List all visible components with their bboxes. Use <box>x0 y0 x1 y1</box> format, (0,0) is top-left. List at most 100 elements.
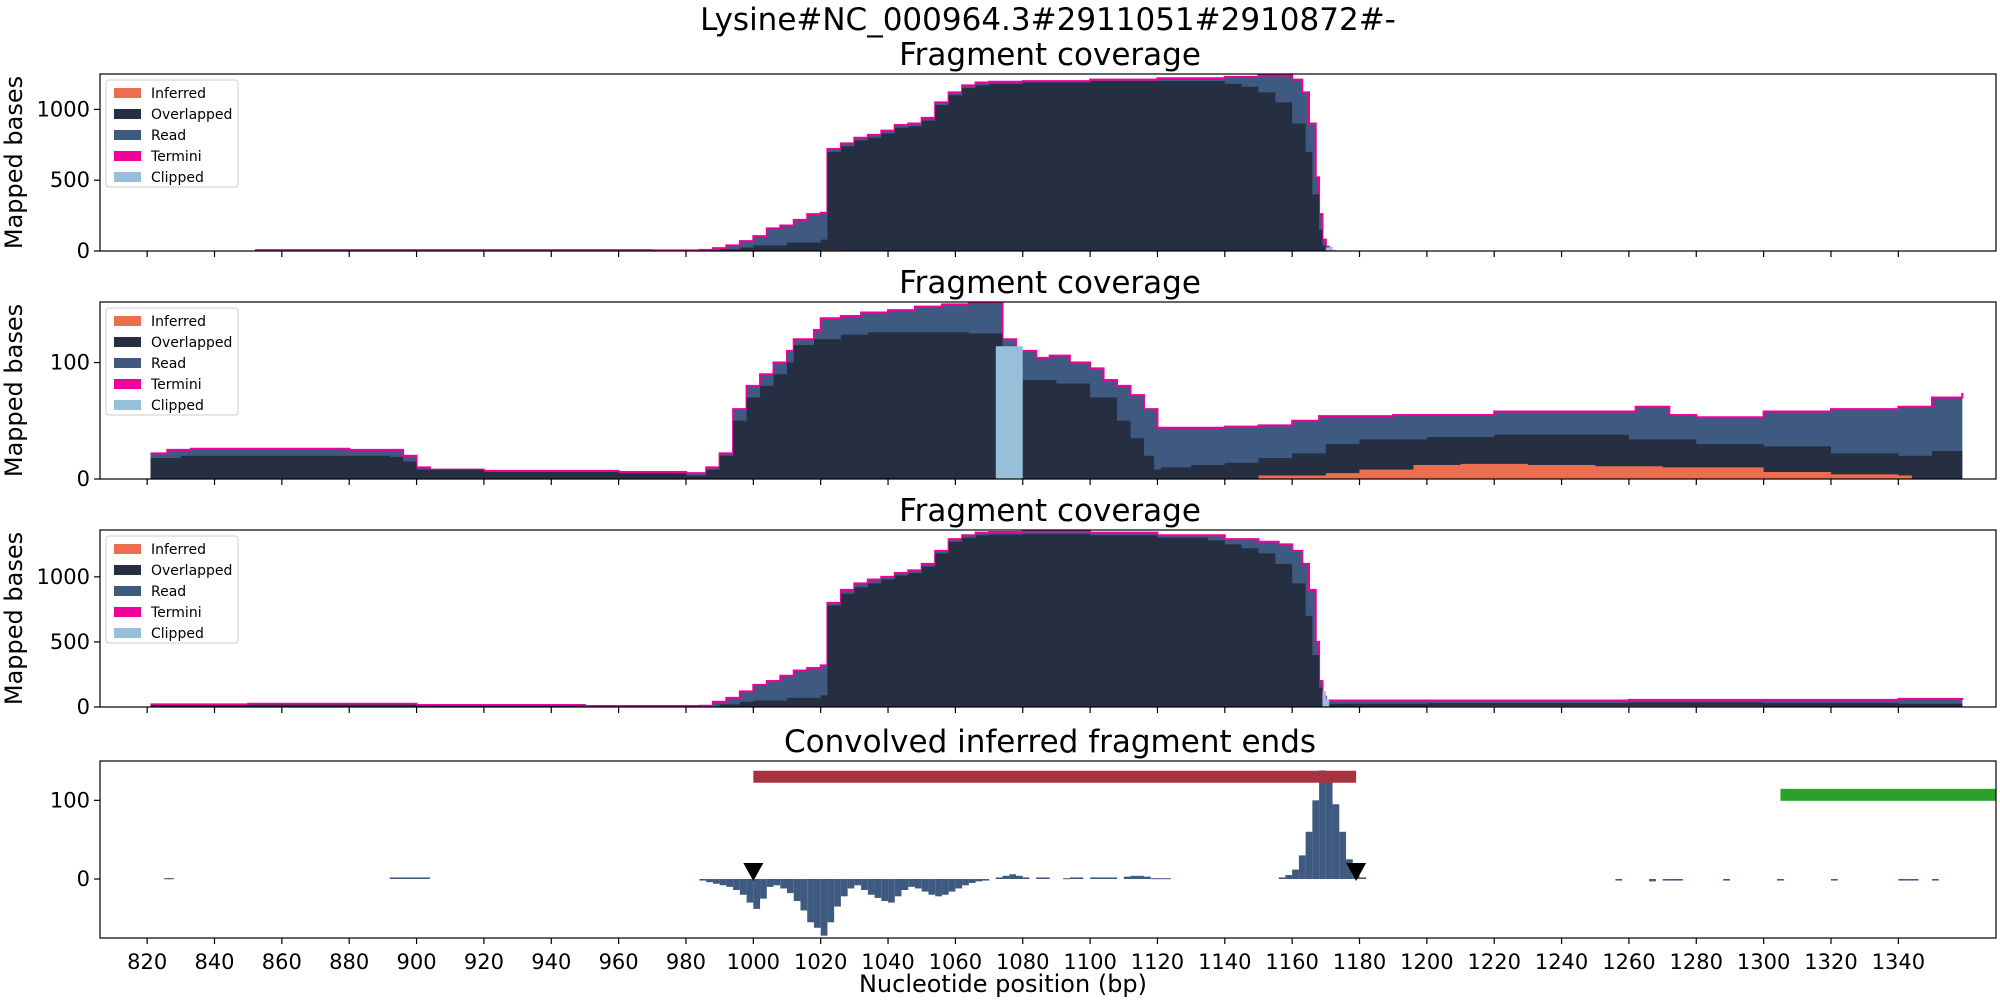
legend-swatch-clipped <box>114 628 141 638</box>
axes-frame <box>99 73 1997 252</box>
bar-mark <box>403 877 410 879</box>
x-tick-label: 1340 <box>1872 950 1925 974</box>
bar-mark <box>1096 877 1104 879</box>
bar-mark <box>1615 879 1623 881</box>
x-tick-label: 880 <box>329 950 369 974</box>
bar-mark <box>1137 875 1144 879</box>
bar-mark <box>928 879 936 895</box>
bar-mark <box>1332 804 1340 879</box>
bar-mark <box>941 879 949 895</box>
x-tick-label: 1120 <box>1131 950 1184 974</box>
end-marker <box>1346 863 1367 881</box>
bar-mark <box>1649 879 1656 882</box>
series-termini <box>254 74 1331 251</box>
bar-mark <box>921 879 929 892</box>
bar-mark <box>773 879 781 886</box>
y-tick-label: 500 <box>50 630 90 654</box>
bar-mark <box>409 877 417 879</box>
series-overlapped <box>150 332 1963 479</box>
x-tick-label: 1020 <box>794 950 847 974</box>
red-interval-bar <box>753 770 1357 783</box>
bar-mark <box>1036 877 1043 879</box>
bar-mark <box>1662 879 1670 881</box>
bar-mark <box>827 879 835 923</box>
legend-swatch-inferred <box>114 544 141 554</box>
bar-mark <box>760 879 767 899</box>
axes-frame <box>99 760 1997 939</box>
y-tick-label: 0 <box>77 867 90 891</box>
bar-mark <box>995 877 1003 879</box>
plot-area <box>254 74 1336 251</box>
x-tick-label: 1060 <box>929 950 982 974</box>
bar-mark <box>699 879 707 881</box>
axes-frame <box>99 301 1997 480</box>
bar-mark <box>1016 875 1023 879</box>
panel-title: Fragment coverage <box>899 265 1201 301</box>
series-clipped <box>1322 246 1336 251</box>
bar-mark <box>968 879 976 883</box>
legend-label-read: Read <box>151 128 186 144</box>
y-tick-label: 100 <box>50 788 90 812</box>
plot-area <box>150 302 1964 479</box>
series-overlapped <box>150 533 1963 707</box>
legend-label-termini: Termini <box>150 149 202 165</box>
bar-mark <box>935 879 942 897</box>
y-axis-label: Mapped bases <box>0 532 28 705</box>
y-tick-label: 500 <box>50 168 90 192</box>
legend-swatch-termini <box>114 379 141 389</box>
plot-area <box>163 770 1996 936</box>
bar-mark <box>1042 877 1050 879</box>
y-tick-label: 0 <box>77 239 90 263</box>
legend-label-termini: Termini <box>150 377 202 393</box>
bar-mark <box>901 879 909 891</box>
x-tick-label: 960 <box>599 950 639 974</box>
bar-mark <box>1359 877 1367 879</box>
bar-mark <box>874 879 882 898</box>
bar-mark <box>888 879 895 903</box>
axes-frame <box>99 529 1997 708</box>
bar-mark <box>1911 879 1919 881</box>
legend-swatch-read <box>114 358 141 368</box>
bar-mark <box>982 879 990 881</box>
x-tick-label: 920 <box>464 950 504 974</box>
bar-mark <box>1319 770 1326 879</box>
bar-mark <box>1069 877 1077 879</box>
bar-mark <box>867 879 875 895</box>
legend-swatch-clipped <box>114 172 141 182</box>
legend: Inferred Overlapped Read Termini Clipped <box>105 535 239 644</box>
x-tick-label: 840 <box>194 950 234 974</box>
figure-title: Lysine#NC_000964.3#2911051#2910872#- <box>700 2 1396 38</box>
bar-mark <box>712 879 720 884</box>
bar-mark <box>416 877 424 879</box>
bar-mark <box>1898 879 1906 881</box>
bar-mark <box>962 879 969 886</box>
x-tick-label: 900 <box>397 950 437 974</box>
x-tick-label: 820 <box>127 950 167 974</box>
bar-mark <box>1905 879 1912 881</box>
bar-mark <box>787 879 794 894</box>
end-marker <box>743 863 764 881</box>
bar-mark <box>1312 800 1320 879</box>
x-tick-label: 1320 <box>1804 950 1857 974</box>
legend-swatch-inferred <box>114 316 141 326</box>
legend-label-overlapped: Overlapped <box>151 107 232 123</box>
bar-mark <box>1285 875 1293 879</box>
bar-mark <box>1278 877 1286 879</box>
legend-label-inferred: Inferred <box>151 542 206 558</box>
bar-mark <box>948 879 956 892</box>
bar-mark <box>1164 878 1171 880</box>
series-inferred <box>1251 463 1912 479</box>
bar-mark <box>1723 879 1730 881</box>
bar-mark <box>1076 877 1084 879</box>
bar-mark <box>1932 879 1939 881</box>
bar-mark <box>1090 877 1097 879</box>
bar-mark <box>1298 855 1306 879</box>
series-overlapped <box>254 81 1326 251</box>
bar-mark <box>793 879 801 902</box>
bar-mark <box>894 879 902 897</box>
bar-mark <box>1339 831 1347 879</box>
bar-mark <box>834 879 841 907</box>
legend-label-clipped: Clipped <box>151 398 204 414</box>
bar-mark <box>1157 878 1165 880</box>
